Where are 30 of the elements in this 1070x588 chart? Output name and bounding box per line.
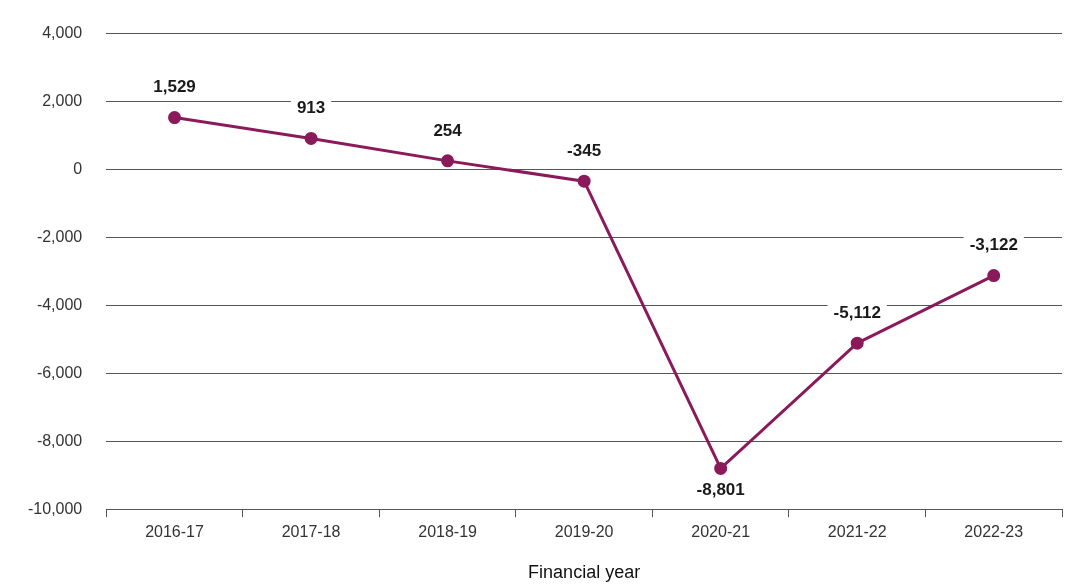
x-tick-label: 2017-18 [281, 523, 341, 541]
y-tick-label: -6,000 [36, 363, 83, 381]
data-label: -345 [567, 140, 602, 160]
y-tick-label: -8,000 [36, 431, 83, 449]
data-label: -8,801 [696, 480, 745, 500]
x-tick-label: 2018-19 [418, 523, 478, 541]
y-tick-label: -4,000 [36, 295, 83, 313]
point [168, 111, 182, 125]
x-tick-label: 2016-17 [145, 523, 204, 541]
data-label: 254 [433, 120, 463, 140]
point [714, 461, 728, 475]
x-tick-label: 2019-20 [554, 523, 614, 541]
y-tick-label: -2,000 [36, 227, 83, 245]
x-tick-label: 2021-22 [827, 523, 887, 541]
x-tick-label: 2022-23 [964, 523, 1024, 541]
point [304, 131, 318, 145]
x-tick-label: 2020-21 [691, 523, 751, 541]
data-label: 1,529 [153, 77, 196, 97]
y-tick-label: 0 [73, 159, 83, 177]
point [850, 336, 864, 350]
point [577, 174, 591, 188]
y-tick-label: -10,000 [28, 499, 83, 517]
point [441, 154, 455, 168]
x-axis-title: Financial year [528, 562, 641, 583]
data-label: -3,122 [969, 235, 1018, 255]
y-tick-label: 4,000 [42, 24, 83, 42]
data-label: -5,112 [833, 302, 881, 322]
y-tick-label: 2,000 [42, 91, 83, 109]
point [987, 269, 1001, 283]
data-label: 913 [296, 98, 326, 118]
